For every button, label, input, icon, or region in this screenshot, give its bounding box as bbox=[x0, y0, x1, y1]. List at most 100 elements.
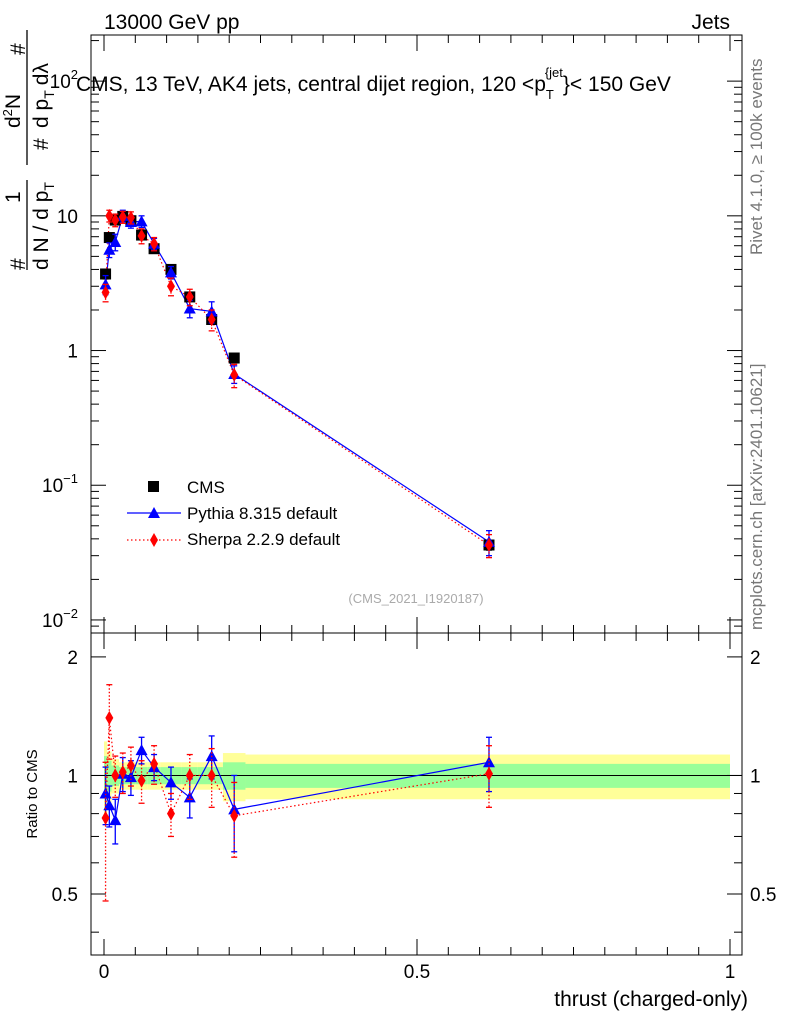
ylabel-frac2-N: N bbox=[2, 94, 25, 109]
main-sherpa-point bbox=[101, 285, 110, 300]
main-sherpa-point bbox=[150, 236, 159, 251]
svg-text:d pTdλ: d pTdλ bbox=[30, 63, 57, 128]
title-sub: T bbox=[546, 87, 554, 102]
ylabel-frac1-den-sub: T bbox=[41, 182, 57, 191]
main-pythia-point bbox=[164, 266, 177, 278]
main-cms-point bbox=[103, 232, 115, 244]
ratio-sherpa-point bbox=[484, 766, 493, 781]
main-sherpa-point bbox=[185, 289, 194, 304]
main-series bbox=[99, 208, 495, 559]
legend-label-cms: CMS bbox=[187, 478, 225, 497]
ratio-y-tick-label: 1 bbox=[67, 766, 78, 787]
main-y-tick-label: 10 bbox=[57, 207, 78, 228]
mcplots-label: mcplots.cern.ch [arXiv:2401.10621] bbox=[747, 364, 766, 630]
ratio-sherpa-point bbox=[105, 710, 114, 725]
main-pythia-point bbox=[103, 243, 116, 255]
title-sup: {jet bbox=[545, 65, 563, 80]
main-sherpa-point bbox=[230, 367, 239, 382]
rivet-version-label: Rivet 4.1.0, ≥ 100k events bbox=[747, 59, 766, 255]
ratio-sherpa-line bbox=[104, 717, 490, 818]
ratio-sherpa-point bbox=[166, 806, 175, 821]
ratio-y-axis-label: Ratio to CMS bbox=[24, 749, 41, 838]
analysis-watermark: (CMS_2021_I1920187) bbox=[348, 591, 483, 606]
legend-label-sherpa: Sherpa 2.2.9 default bbox=[187, 530, 340, 549]
ratio-y-tick-label-right: 1 bbox=[750, 766, 761, 787]
ylabel-frac1-den: d N / d p bbox=[30, 191, 53, 270]
legend-label-pythia: Pythia 8.315 default bbox=[187, 504, 338, 523]
main-y-axis-label: # 1 d N / d pT # d2N # d pTdλ bbox=[0, 30, 57, 270]
ylabel-frac2-sup: 2 bbox=[0, 109, 15, 116]
main-pythia-line bbox=[104, 214, 490, 543]
ratio-sherpa-point bbox=[111, 768, 120, 783]
main-sherpa-point bbox=[126, 210, 135, 225]
ratio-sherpa-point bbox=[118, 765, 127, 780]
svg-text:d N / d pT: d N / d pT bbox=[30, 182, 57, 270]
main-sherpa-point bbox=[137, 228, 146, 243]
main-pythia-point bbox=[183, 302, 196, 314]
main-panel: 10−2 10−1 1 10 102 CMS, 13 TeV, AK4 jets, ce… bbox=[42, 34, 743, 634]
main-pythia-point bbox=[109, 235, 122, 247]
x-tick-label: 1 bbox=[725, 962, 736, 983]
ratio-pythia-point bbox=[482, 756, 495, 768]
main-y-ticks: 10−2 10−1 1 10 102 bbox=[42, 40, 742, 634]
ylabel-hash-1: # bbox=[7, 258, 30, 270]
main-pythia-point bbox=[135, 215, 148, 227]
ratio-pythia-point bbox=[99, 787, 112, 799]
main-y-tick-label: 10−2 bbox=[42, 606, 78, 632]
svg-text:d2N: d2N bbox=[0, 94, 25, 128]
ratio-y-tick-label: 0.5 bbox=[52, 885, 78, 906]
ratio-pythia-point bbox=[124, 771, 137, 783]
legend-marker-cms bbox=[148, 481, 159, 492]
ylabel-hash-2: # bbox=[7, 43, 30, 55]
x-tick-label: 0 bbox=[99, 962, 110, 983]
x-tick-label: 0.5 bbox=[404, 962, 430, 983]
main-sherpa-point bbox=[111, 213, 120, 228]
ratio-sherpa-point bbox=[137, 773, 146, 788]
ratio-sherpa-point bbox=[185, 768, 194, 783]
ratio-series bbox=[99, 684, 495, 902]
main-sherpa-point bbox=[105, 208, 114, 223]
main-x-ticks bbox=[103, 35, 731, 633]
ratio-y-ticks: 0.5 0.5 1 1 2 2 bbox=[52, 648, 776, 933]
x-axis-label: thrust (charged-only) bbox=[554, 988, 748, 1011]
title-end: }< 150 GeV bbox=[563, 73, 671, 96]
main-sherpa-point bbox=[166, 279, 175, 294]
main-sherpa-point bbox=[484, 538, 493, 553]
svg-text:CMS, 13 TeV, AK4 jets, central: CMS, 13 TeV, AK4 jets, central dijet reg… bbox=[76, 65, 671, 102]
legend-marker-sherpa bbox=[150, 533, 158, 547]
main-sherpa-line bbox=[104, 214, 490, 546]
header-jets-label: Jets bbox=[691, 11, 730, 34]
ratio-panel: 0.5 0.51 12 2 0 0.5 1 Ratio to CMS thrust (ch… bbox=[24, 632, 776, 1011]
ylabel-frac2-hash: # bbox=[30, 138, 53, 150]
main-y-tick-label: 102 bbox=[50, 67, 78, 93]
ratio-y-tick-label: 2 bbox=[67, 648, 78, 669]
ylabel-frac2-den: d p bbox=[30, 99, 53, 128]
main-y-tick-label: 10−1 bbox=[42, 471, 78, 497]
ratio-y-tick-label-right: 0.5 bbox=[750, 885, 776, 906]
ratio-sherpa-point bbox=[101, 810, 110, 825]
main-y-tick-label: 1 bbox=[67, 342, 78, 363]
ratio-sherpa-point bbox=[126, 758, 135, 773]
main-cms-point bbox=[228, 352, 240, 364]
ratio-pythia-point bbox=[135, 744, 148, 756]
ratio-pythia-point bbox=[103, 799, 116, 811]
title-main: CMS, 13 TeV, AK4 jets, central dijet reg… bbox=[76, 73, 546, 96]
ratio-sherpa-point bbox=[150, 756, 159, 771]
ylabel-frac1-num: 1 bbox=[2, 191, 25, 203]
ylabel-frac2-d: d bbox=[2, 116, 25, 128]
ratio-sherpa-point bbox=[230, 808, 239, 823]
ratio-pythia-point bbox=[164, 776, 177, 788]
ratio-uncertainty-bands bbox=[104, 741, 730, 818]
header-energy-label: 13000 GeV pp bbox=[104, 11, 239, 34]
legend-marker-pythia bbox=[148, 507, 160, 518]
main-sherpa-point bbox=[118, 210, 127, 225]
legend: CMS Pythia 8.315 default Sherpa 2.2.9 de… bbox=[127, 478, 340, 549]
ratio-pythia-point bbox=[109, 814, 122, 826]
ratio-sherpa-point bbox=[207, 768, 216, 783]
main-cms-point bbox=[100, 268, 112, 280]
ylabel-frac2-den-sub: T bbox=[41, 90, 57, 99]
main-sherpa-point bbox=[207, 312, 216, 327]
ratio-x-ticks: 0 0.5 1 bbox=[99, 633, 736, 983]
ratio-band-inner bbox=[107, 760, 112, 792]
